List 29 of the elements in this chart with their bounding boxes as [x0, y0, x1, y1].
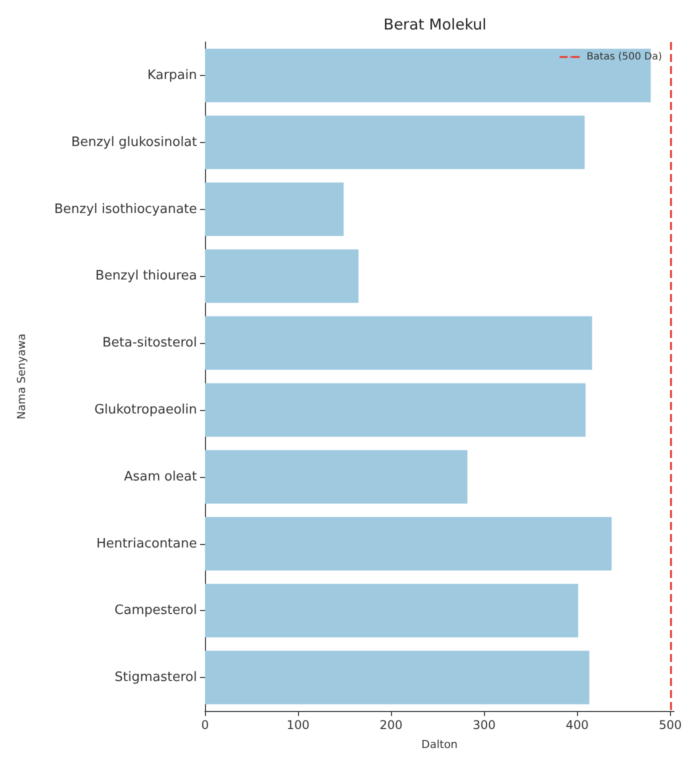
- bar: [205, 249, 359, 303]
- y-tick-label: Benzyl thiourea: [95, 268, 197, 284]
- x-tick-label: 500: [658, 718, 682, 732]
- x-tick-label: 100: [286, 718, 310, 732]
- y-tick-label: Glukotropaeolin: [94, 402, 197, 418]
- y-tick-label: Campesterol: [114, 603, 197, 618]
- bar: [205, 650, 590, 704]
- x-tick-label: 0: [201, 718, 209, 732]
- x-tick-label: 300: [472, 718, 496, 732]
- ref-line-label: Batas (500 Da): [586, 52, 662, 62]
- y-axis-title: Nama Senyawa: [15, 334, 28, 420]
- bar: [205, 116, 585, 170]
- y-tick-label: Stigmasterol: [114, 670, 197, 686]
- x-tick-label: 200: [380, 718, 403, 732]
- bar: [205, 383, 586, 437]
- y-tick-label: Asam oleat: [124, 469, 197, 484]
- bar: [205, 516, 612, 571]
- y-tick-label: Hentriacontane: [96, 536, 197, 552]
- bar: [205, 316, 592, 370]
- y-tick-label: Karpain: [147, 68, 197, 83]
- x-tick-label: 400: [566, 718, 589, 732]
- y-tick-label: Benzyl glukosinolat: [71, 134, 197, 150]
- chart-title: Berat Molekul: [384, 16, 486, 34]
- x-axis-title: Dalton: [421, 738, 458, 751]
- y-tick-label: Benzyl isothiocyanate: [54, 202, 197, 217]
- bar: [205, 450, 468, 504]
- bar: [205, 182, 344, 236]
- bar: [205, 584, 578, 638]
- y-tick-label: Beta-sitosterol: [102, 336, 197, 351]
